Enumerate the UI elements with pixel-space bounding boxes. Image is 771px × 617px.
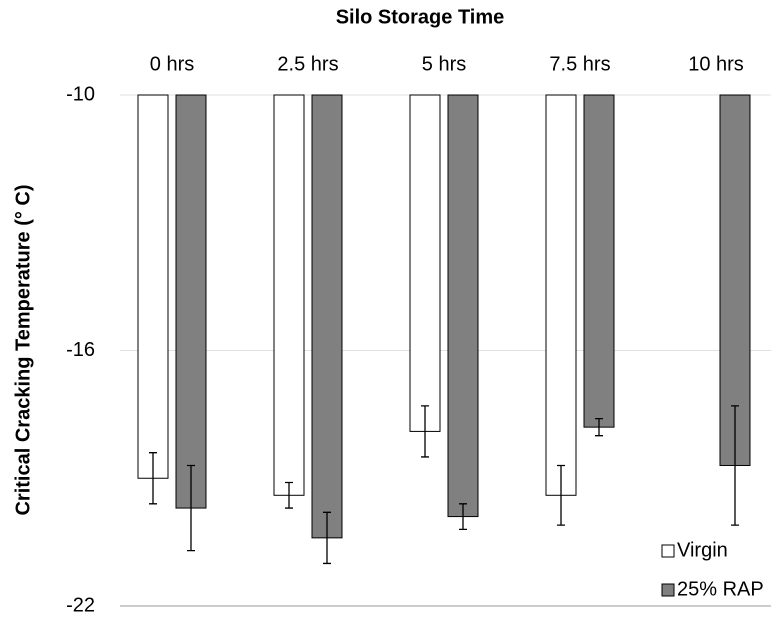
- legend-swatch: [661, 583, 675, 597]
- error-bar: [595, 417, 603, 437]
- bar: [447, 94, 479, 518]
- bar: [137, 94, 169, 479]
- bar: [583, 94, 615, 428]
- error-bar: [285, 481, 293, 509]
- y-tick-label: -10: [66, 83, 95, 105]
- x-tick-label: 5 hrs: [422, 53, 466, 75]
- legend-label: Virgin: [677, 539, 728, 561]
- error-bar: [731, 405, 739, 526]
- error-bar: [557, 464, 565, 526]
- y-tick-label: -16: [66, 339, 95, 361]
- x-tick-label: 10 hrs: [688, 53, 744, 75]
- x-tick-label: 0 hrs: [150, 53, 194, 75]
- error-bar: [149, 452, 157, 505]
- bar: [545, 94, 577, 496]
- error-bar: [187, 464, 195, 552]
- error-bar: [459, 503, 467, 530]
- bar: [175, 94, 207, 509]
- bar: [409, 94, 441, 432]
- y-tick-label: -22: [66, 594, 95, 616]
- chart-title: Silo Storage Time: [336, 6, 505, 28]
- x-tick-label: 7.5 hrs: [549, 53, 610, 75]
- x-tick-label: 2.5 hrs: [277, 53, 338, 75]
- legend-label: 25% RAP: [677, 578, 764, 600]
- error-bar: [323, 511, 331, 565]
- error-bar: [421, 405, 429, 458]
- legend-swatch: [661, 544, 675, 558]
- bar: [311, 94, 343, 539]
- y-axis-title: Critical Cracking Temperature (° C): [12, 184, 34, 515]
- bar: [273, 94, 305, 496]
- bar: [719, 94, 751, 466]
